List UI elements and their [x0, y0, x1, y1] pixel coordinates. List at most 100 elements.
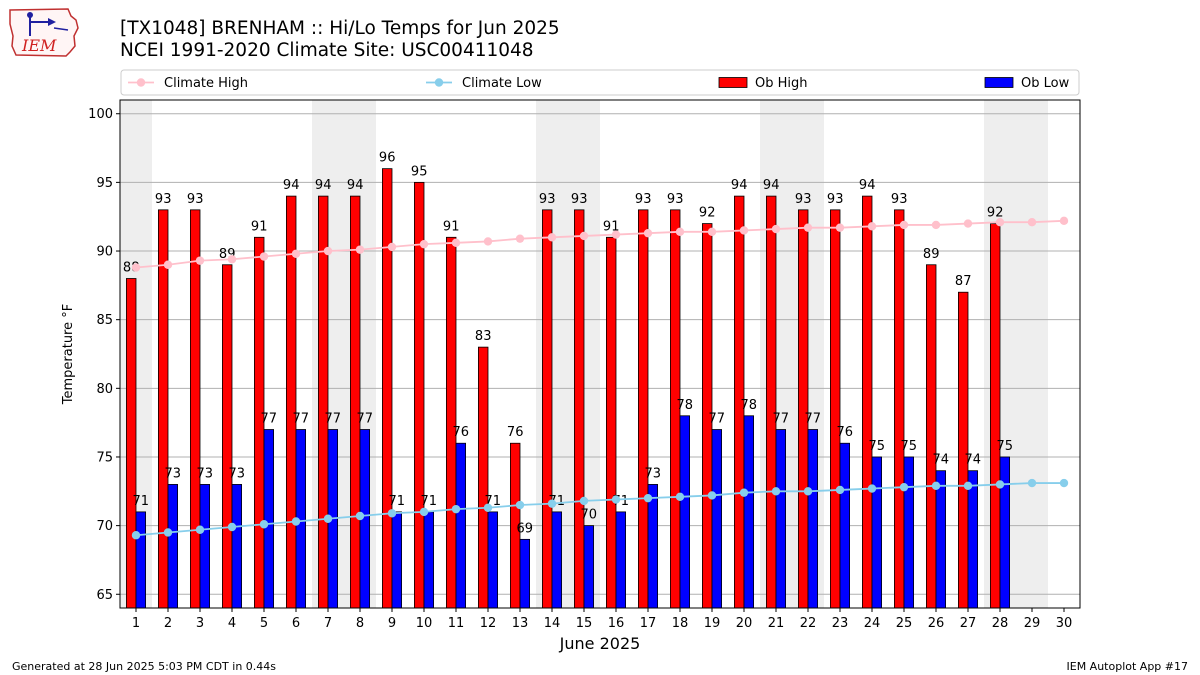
x-tick-label: 30	[1056, 616, 1073, 631]
x-tick-label: 17	[640, 616, 657, 631]
ob-low-label: 74	[965, 453, 982, 468]
climate-high-point	[579, 231, 589, 241]
x-tick-label: 11	[448, 616, 465, 631]
climate-high-point	[451, 238, 461, 247]
ob-high-label: 94	[347, 178, 364, 193]
climate-low-point	[451, 504, 461, 514]
ob-high-label: 94	[731, 178, 748, 193]
x-tick-label: 23	[832, 616, 849, 631]
y-tick-label: 80	[96, 382, 113, 397]
ob-high-bar	[126, 278, 137, 609]
legend-climate-low-label: Climate Low	[462, 76, 542, 91]
ob-high-label: 83	[475, 329, 492, 344]
climate-low-point	[163, 528, 173, 537]
legend-box	[120, 69, 1080, 96]
climate-low-point	[515, 500, 525, 510]
climate-low-point	[419, 507, 429, 517]
ob-low-label: 71	[389, 494, 406, 509]
climate-high-point	[1059, 216, 1069, 226]
ob-high-label: 92	[699, 206, 716, 221]
ob-high-label: 93	[667, 192, 684, 207]
ob-low-label: 73	[165, 466, 182, 481]
ob-high-bar	[990, 223, 1001, 609]
climate-low-point	[131, 531, 141, 540]
ob-high-bar	[958, 291, 969, 609]
ob-low-label: 73	[197, 466, 214, 481]
ob-low-label: 75	[997, 439, 1014, 454]
climate-low-point	[899, 482, 909, 492]
y-tick-label: 75	[96, 450, 113, 465]
ob-low-bar	[391, 511, 403, 609]
ob-low-label: 77	[261, 412, 278, 427]
ob-low-bar	[711, 429, 723, 609]
climate-low-point	[547, 499, 557, 508]
climate-high-line	[135, 219, 1065, 269]
x-tick-label: 5	[260, 616, 268, 631]
ob-high-label: 76	[507, 425, 524, 440]
legend-climate-high-marker	[136, 78, 146, 87]
ob-high-bar	[189, 209, 201, 609]
ob-low-label: 73	[645, 466, 662, 481]
climate-high-point	[643, 228, 653, 238]
climate-low-point	[867, 484, 877, 493]
app-note: IEM Autoplot App #17	[1066, 660, 1189, 673]
ob-high-bar	[445, 236, 457, 609]
ob-high-label: 96	[379, 151, 396, 166]
climate-high-point	[323, 246, 333, 256]
ob-high-label: 91	[251, 219, 268, 234]
climate-high-point	[195, 256, 205, 265]
ob-high-bar	[862, 195, 873, 609]
climate-high-point	[163, 260, 173, 269]
x-tick-label: 14	[544, 616, 561, 631]
ob-high-label: 93	[635, 192, 652, 207]
y-tick-label: 85	[96, 313, 113, 328]
ob-low-label: 76	[453, 425, 470, 440]
legend-ob-high-swatch	[718, 77, 748, 88]
climate-high-point	[355, 245, 365, 254]
x-tick-label: 10	[416, 616, 433, 631]
climate-high-point	[291, 249, 301, 258]
legend-ob-low-swatch	[984, 77, 1014, 88]
legend-climate-low-marker	[434, 78, 444, 87]
x-tick-label: 9	[388, 616, 396, 631]
ob-high-bar	[477, 346, 489, 609]
x-tick-label: 8	[356, 616, 364, 631]
ob-low-bar	[167, 484, 179, 609]
climate-low-point	[1027, 478, 1037, 488]
ob-high-label: 93	[155, 192, 172, 207]
climate-low-point	[323, 514, 333, 523]
ob-low-label: 77	[293, 412, 310, 427]
climate-high-point	[483, 237, 493, 246]
ob-low-bar	[967, 470, 979, 609]
x-tick-label: 22	[800, 616, 817, 631]
climate-low-point	[835, 485, 845, 495]
ob-low-bar	[135, 511, 147, 609]
climate-high-point	[835, 223, 845, 232]
ob-high-bar	[317, 195, 329, 609]
x-tick-label: 18	[672, 616, 689, 631]
ob-high-label: 95	[411, 164, 428, 179]
legend-ob-high-label: Ob High	[755, 76, 808, 91]
climate-high-point	[707, 227, 717, 237]
climate-low-point	[387, 509, 397, 518]
climate-high-point	[739, 226, 749, 235]
climate-low-point	[355, 511, 365, 521]
ob-high-label: 94	[315, 178, 332, 193]
logo-text: IEM	[21, 36, 57, 55]
x-tick-label: 20	[736, 616, 753, 631]
y-tick-label: 70	[96, 519, 113, 534]
climate-high-point	[547, 233, 557, 242]
y-tick-label: 65	[96, 588, 113, 603]
climate-high-point	[675, 227, 685, 237]
climate-low-line	[135, 482, 1064, 537]
x-tick-label: 19	[704, 616, 721, 631]
ob-low-bar	[487, 511, 499, 609]
climate-low-point	[963, 481, 973, 491]
x-tick-label: 21	[768, 616, 785, 631]
x-tick-label: 12	[480, 616, 497, 631]
ob-low-bar	[455, 442, 467, 609]
ob-high-bar	[285, 195, 297, 609]
climate-high-point	[803, 223, 813, 232]
ob-high-bar	[574, 209, 585, 609]
